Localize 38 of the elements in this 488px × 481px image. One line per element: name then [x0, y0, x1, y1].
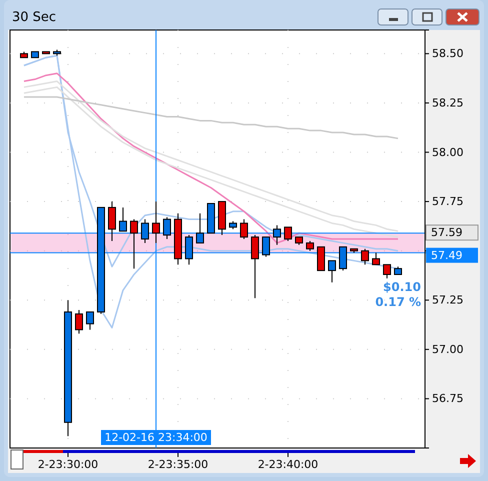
x-tick-label: 2-23:40:00	[258, 458, 318, 471]
x-tick-label: 2-23:30:00	[38, 458, 98, 471]
candlestick	[152, 201, 160, 244]
y-tick-label: 58.25	[432, 96, 464, 110]
candlestick	[372, 252, 380, 266]
candlestick	[383, 264, 391, 279]
annotation: $0.10	[383, 280, 421, 294]
candlestick	[251, 234, 259, 299]
y-tick-label: 57.00	[432, 342, 464, 356]
candlestick	[273, 224, 281, 246]
annotation: 0.17 %	[375, 295, 421, 309]
candlestick	[75, 309, 83, 334]
candlestick	[284, 226, 292, 242]
annotation: 12-02-16 23:34:00	[104, 431, 208, 444]
candlestick	[185, 234, 193, 266]
ref-line-label: 57.49	[431, 248, 462, 262]
candlestick	[108, 201, 116, 242]
candlestick	[317, 246, 325, 272]
y-tick-label: 56.75	[432, 392, 464, 406]
candlestick	[361, 248, 369, 266]
chart-title: 30 Sec	[12, 10, 56, 25]
candlestick	[163, 216, 171, 240]
ref-line-label: 57.59	[431, 226, 462, 240]
candlestick	[240, 218, 248, 240]
candlestick	[196, 212, 204, 244]
y-tick-label: 58.50	[432, 47, 464, 60]
x-tick-label: 2-23:35:00	[148, 458, 208, 471]
y-tick-label: 57.25	[432, 294, 464, 307]
candlestick	[119, 206, 127, 232]
candlestick	[141, 218, 149, 244]
candlestick	[328, 260, 336, 283]
candlestick	[262, 236, 270, 258]
candlestick	[306, 240, 314, 252]
candlestick	[86, 311, 94, 330]
candlestick	[339, 246, 347, 272]
candlestick	[130, 218, 138, 270]
y-tick-label: 57.75	[432, 195, 464, 208]
y-tick-label: 58.00	[432, 146, 464, 159]
